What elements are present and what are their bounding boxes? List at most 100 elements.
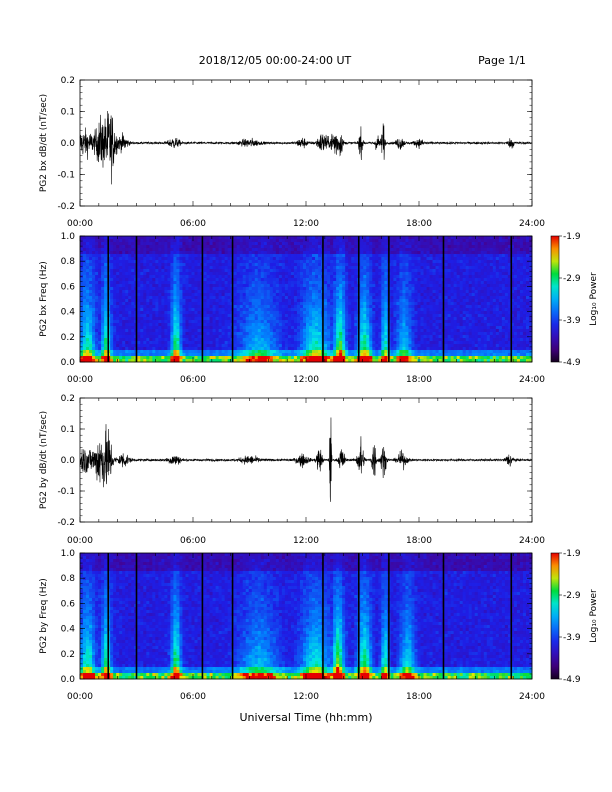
spectrogram-cell xyxy=(95,353,99,357)
spectrogram-cell xyxy=(86,320,90,324)
spectrogram-cell xyxy=(227,248,232,252)
spectrogram-cell xyxy=(405,302,409,306)
spectrogram-cell xyxy=(372,284,376,288)
spectrogram-cell xyxy=(128,359,132,363)
spectrogram-cell xyxy=(354,353,358,357)
spectrogram-cell xyxy=(260,353,265,357)
spectrogram-cell xyxy=(275,242,280,246)
spectrogram-cell xyxy=(306,248,310,252)
spectrogram-cell xyxy=(254,260,259,264)
spectrogram-cell xyxy=(185,308,189,312)
spectrogram-cell xyxy=(245,308,250,312)
spectrogram-cell xyxy=(137,323,141,327)
spectrogram-cell xyxy=(128,314,132,318)
spectrogram-cell xyxy=(396,296,400,300)
spectrogram-cell xyxy=(381,248,385,252)
spectrogram-cell xyxy=(269,272,274,276)
spectrogram-cell xyxy=(372,302,376,306)
spectrogram-cell xyxy=(110,323,114,327)
spectrogram-cell xyxy=(212,254,216,258)
spectrogram-cell xyxy=(167,344,171,348)
spectrogram-cell xyxy=(363,260,367,264)
spectrogram-cell xyxy=(281,236,286,240)
spectrogram-cell xyxy=(318,305,322,309)
spectrogram-cell xyxy=(272,332,277,336)
spectrogram-cell xyxy=(299,335,304,339)
spectrogram-cell xyxy=(393,293,397,297)
spectrogram-cell xyxy=(182,356,186,360)
spectrogram-cell xyxy=(149,326,153,330)
spectrogram-cell xyxy=(318,248,322,252)
spectrogram-cell xyxy=(182,275,186,279)
spectrogram-cell xyxy=(299,272,304,276)
spectrogram-cell xyxy=(86,257,90,261)
spectrogram-cell xyxy=(293,290,298,294)
spectrogram-cell xyxy=(306,323,310,327)
spectrogram-cell xyxy=(140,311,144,315)
spectrogram-cell xyxy=(399,308,403,312)
spectrogram-cell xyxy=(119,302,123,306)
spectrogram-cell xyxy=(351,293,355,297)
spectrogram-cell xyxy=(342,356,346,360)
spectrogram-cell xyxy=(83,314,87,318)
spectrogram-cell xyxy=(92,257,96,261)
spectrogram-cell xyxy=(221,308,226,312)
spectrogram-cell xyxy=(143,275,147,279)
spectrogram-cell xyxy=(302,263,307,267)
spectrogram-cell xyxy=(378,359,382,363)
spectrogram-cell xyxy=(116,326,120,330)
spectrogram-cell xyxy=(191,302,195,306)
spectrogram-cell xyxy=(212,245,216,249)
spectrogram-cell xyxy=(164,251,168,255)
spectrogram-cell xyxy=(101,266,105,270)
spectrogram-cell xyxy=(302,302,307,306)
spectrogram-cell xyxy=(281,311,286,315)
spectrogram-cell xyxy=(86,353,90,357)
spectrogram-cell xyxy=(293,314,298,318)
spectrogram-cell xyxy=(236,317,241,321)
spectrogram-cell xyxy=(206,332,210,336)
spectrogram-cell xyxy=(330,344,334,348)
spectrogram-cell xyxy=(296,284,301,288)
spectrogram-cell xyxy=(378,335,382,339)
spectrogram-cell xyxy=(360,239,364,243)
spectrogram-cell xyxy=(345,284,349,288)
spectrogram-cell xyxy=(408,359,412,363)
spectrogram-cell xyxy=(161,311,165,315)
spectrogram-cell xyxy=(227,254,232,258)
spectrogram-cell xyxy=(83,338,87,342)
spectrogram-cell xyxy=(390,290,394,294)
spectrogram-cell xyxy=(396,338,400,342)
spectrogram-cell xyxy=(245,263,250,267)
spectrogram-cell xyxy=(92,284,96,288)
spectrogram-cell xyxy=(98,257,102,261)
spectrogram-cell xyxy=(414,320,418,324)
spectrogram-cell xyxy=(161,326,165,330)
spectrogram-cell xyxy=(339,266,343,270)
spectrogram-cell xyxy=(420,278,424,282)
spectrogram-cell xyxy=(257,263,262,267)
spectrogram-cell xyxy=(233,350,238,354)
spectrogram-cell xyxy=(375,296,379,300)
spectrogram-cell xyxy=(185,296,189,300)
spectrogram-cell xyxy=(281,287,286,291)
spectrogram-cell xyxy=(284,239,289,243)
spectrogram-cell xyxy=(179,347,183,351)
spectrogram-cell xyxy=(284,308,289,312)
spectrogram-cell xyxy=(278,320,283,324)
spectrogram-cell xyxy=(381,329,385,333)
spectrogram-cell xyxy=(152,296,156,300)
spectrogram-cell xyxy=(227,335,232,339)
spectrogram-cell xyxy=(411,353,415,357)
spectrogram-cell xyxy=(92,278,96,282)
spectrogram-cell xyxy=(290,254,295,258)
spectrogram-cell xyxy=(248,269,253,273)
spectrogram-cell xyxy=(80,290,84,294)
spectrogram-cell xyxy=(390,305,394,309)
spectrogram-cell xyxy=(152,287,156,291)
spectrogram-cell xyxy=(275,239,280,243)
spectrogram-cell xyxy=(125,296,129,300)
spectrogram-cell xyxy=(420,296,424,300)
spectrogram-cell xyxy=(209,293,213,297)
spectrogram-cell xyxy=(185,338,189,342)
